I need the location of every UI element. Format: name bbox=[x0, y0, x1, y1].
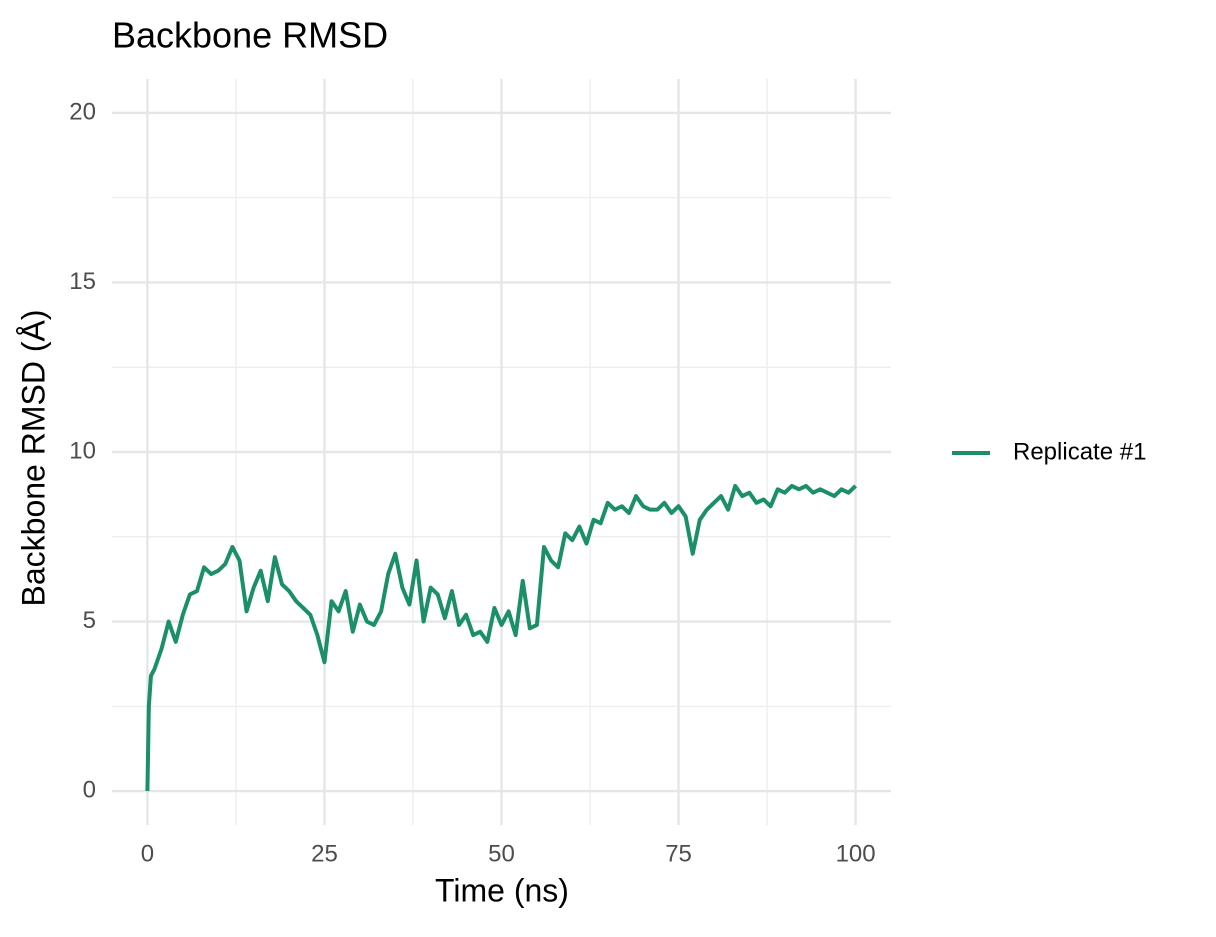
x-tick-label: 50 bbox=[488, 840, 515, 867]
x-tick-label: 25 bbox=[311, 840, 338, 867]
legend-label: Replicate #1 bbox=[1013, 438, 1146, 465]
chart-title: Backbone RMSD bbox=[112, 15, 388, 56]
series-line bbox=[145, 483, 857, 792]
x-tick-label: 100 bbox=[836, 840, 876, 867]
x-tick-label: 75 bbox=[665, 840, 692, 867]
y-tick-label: 10 bbox=[69, 437, 96, 464]
y-tick-label: 0 bbox=[83, 776, 96, 803]
y-tick-label: 15 bbox=[69, 268, 96, 295]
y-axis-title: Backbone RMSD (Å) bbox=[15, 310, 51, 607]
x-tick-label: 0 bbox=[141, 840, 154, 867]
y-tick-label: 20 bbox=[69, 98, 96, 125]
x-axis-title: Time (ns) bbox=[435, 872, 569, 908]
y-tick-label: 5 bbox=[83, 607, 96, 634]
